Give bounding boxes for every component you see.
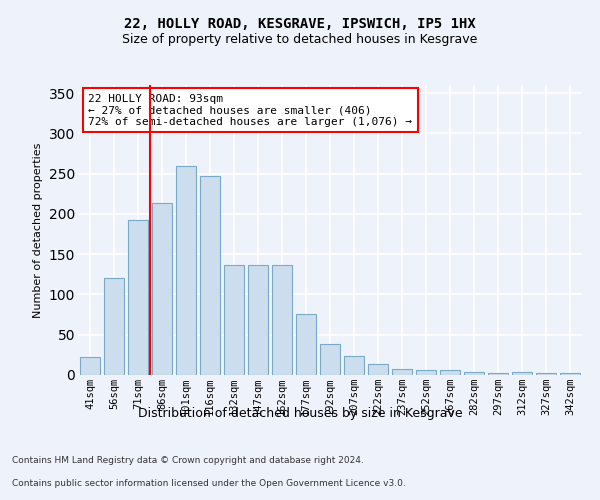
Bar (272, 266, 292, 375)
Bar (416, 370, 436, 375)
Bar (296, 314, 316, 375)
Bar (104, 278, 124, 375)
Bar (80, 358, 100, 375)
Bar (368, 364, 388, 375)
Bar (320, 344, 340, 375)
Text: 22, HOLLY ROAD, KESGRAVE, IPSWICH, IP5 1HX: 22, HOLLY ROAD, KESGRAVE, IPSWICH, IP5 1… (124, 18, 476, 32)
Bar (536, 372, 556, 375)
Bar (224, 266, 244, 375)
Bar (392, 370, 412, 375)
Text: 22 HOLLY ROAD: 93sqm
← 27% of detached houses are smaller (406)
72% of semi-deta: 22 HOLLY ROAD: 93sqm ← 27% of detached h… (88, 94, 412, 127)
Bar (440, 370, 460, 375)
Bar (152, 204, 172, 375)
Text: Distribution of detached houses by size in Kesgrave: Distribution of detached houses by size … (137, 408, 463, 420)
Text: Contains HM Land Registry data © Crown copyright and database right 2024.: Contains HM Land Registry data © Crown c… (12, 456, 364, 465)
Bar (488, 372, 508, 375)
Bar (560, 372, 580, 375)
Bar (464, 372, 484, 375)
Bar (248, 266, 268, 375)
Bar (344, 356, 364, 375)
Text: Contains public sector information licensed under the Open Government Licence v3: Contains public sector information licen… (12, 478, 406, 488)
Bar (200, 176, 220, 375)
Bar (512, 372, 532, 375)
Y-axis label: Number of detached properties: Number of detached properties (33, 142, 43, 318)
Text: Size of property relative to detached houses in Kesgrave: Size of property relative to detached ho… (122, 32, 478, 46)
Bar (128, 220, 148, 375)
Bar (176, 166, 196, 375)
